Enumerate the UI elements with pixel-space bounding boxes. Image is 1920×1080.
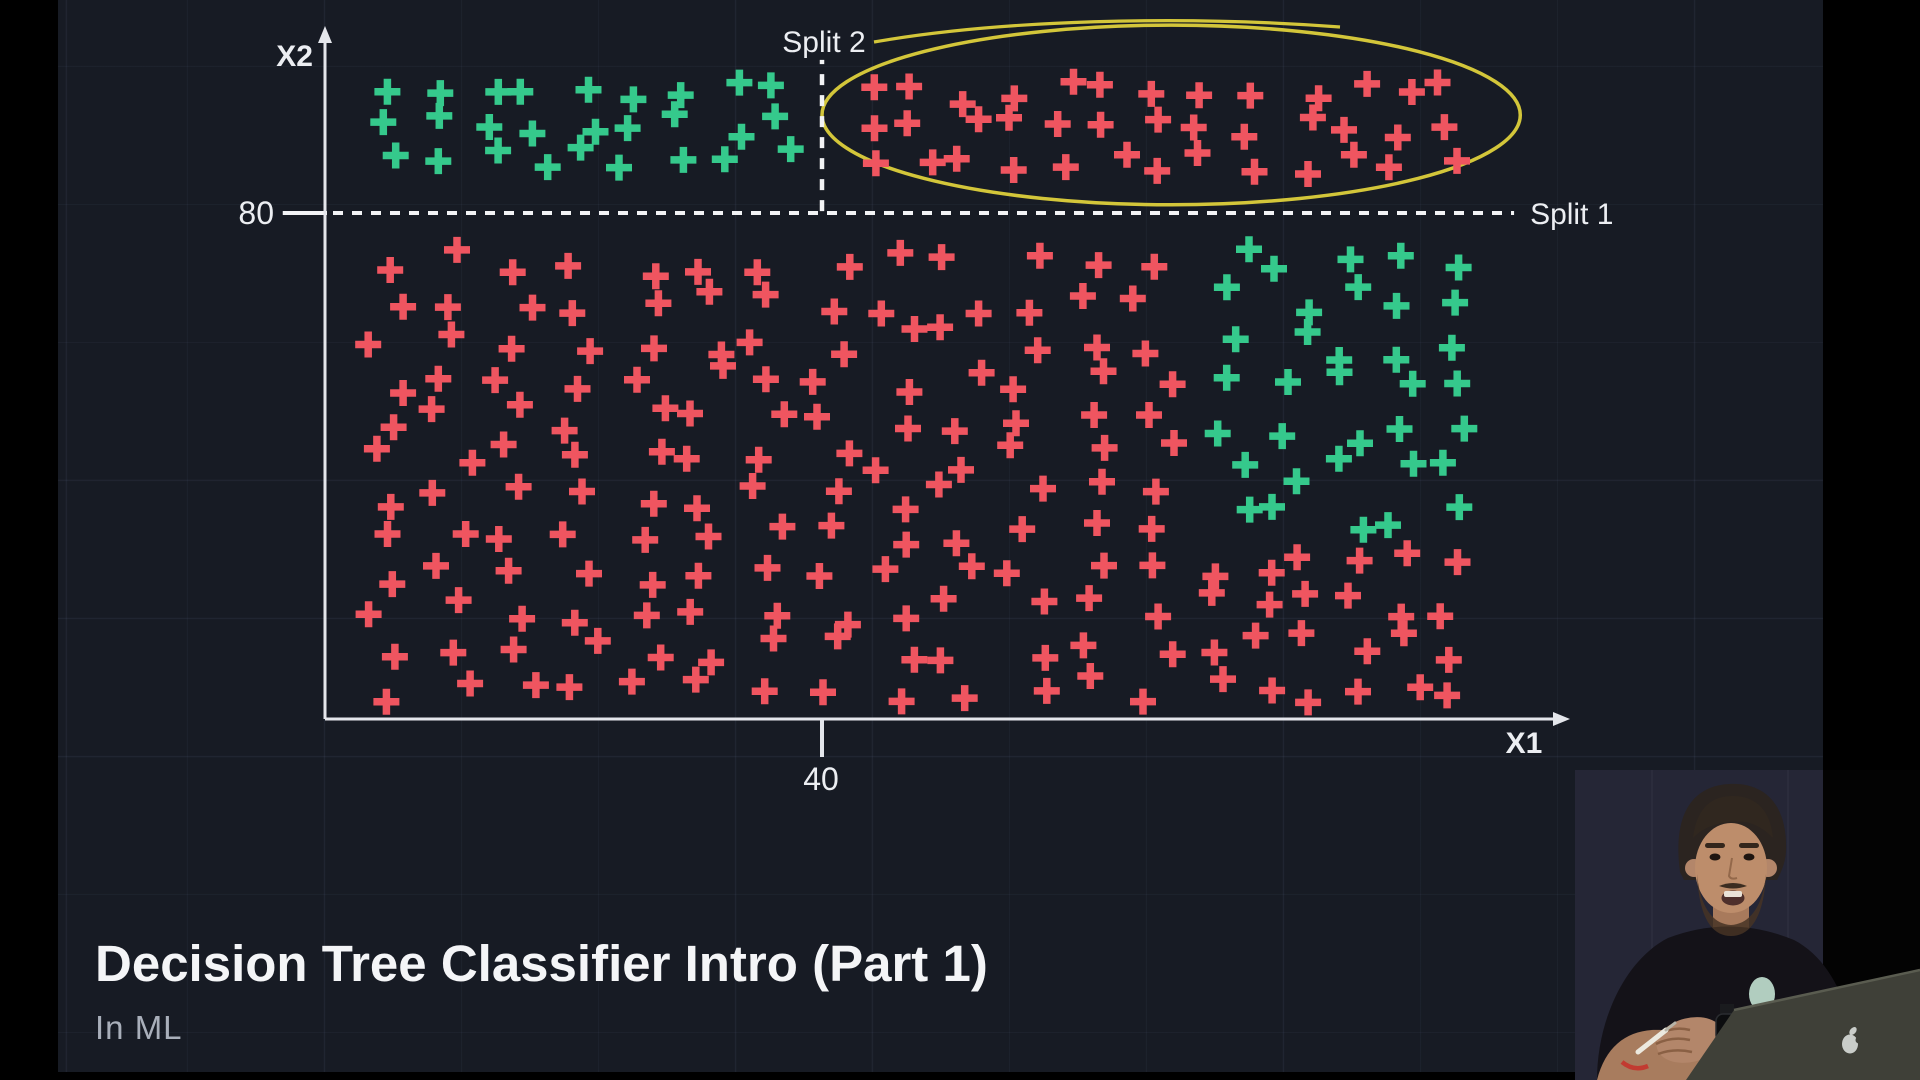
- title-block: Decision Tree Classifier Intro (Part 1) …: [95, 935, 988, 1047]
- bottom-letterbox: [0, 1072, 1920, 1080]
- lecture-subtitle: In ML: [95, 1009, 183, 1047]
- svg-text:Split 2: Split 2: [782, 26, 865, 59]
- svg-text:X1: X1: [1506, 727, 1543, 760]
- pen: [1635, 1027, 1669, 1055]
- svg-text:80: 80: [238, 195, 274, 231]
- laptop-lid: [1686, 970, 1920, 1080]
- presenter-webcam: [1575, 770, 1920, 1080]
- left-letterbox: [0, 0, 58, 1080]
- svg-text:Split 1: Split 1: [1530, 198, 1613, 231]
- red-bracelet: [1620, 1060, 1649, 1071]
- apple-logo: [1842, 1027, 1863, 1054]
- lecture-title: Decision Tree Classifier Intro (Part 1): [95, 935, 988, 992]
- svg-text:40: 40: [803, 761, 839, 797]
- svg-text:X2: X2: [276, 40, 313, 73]
- presenter: [1597, 783, 1920, 1080]
- slide-background: [58, 0, 1823, 1080]
